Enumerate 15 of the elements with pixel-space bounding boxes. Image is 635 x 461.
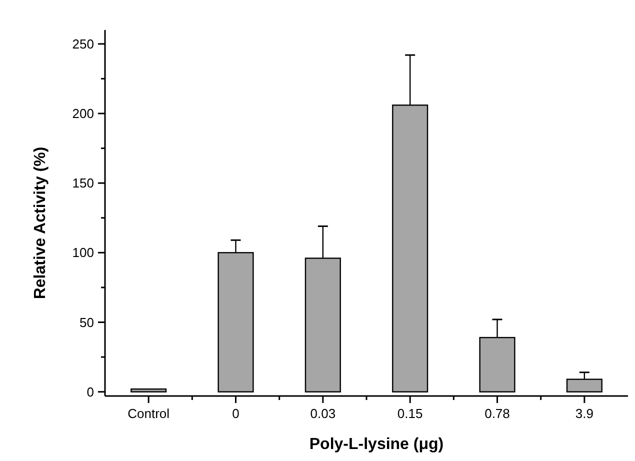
x-axis-title: Poly-L-lysine (μg): [309, 436, 444, 453]
x-tick-label: 3.9: [575, 406, 594, 421]
x-tick-label: 0: [232, 406, 240, 421]
y-tick-label: 100: [72, 245, 94, 260]
x-tick-label: 0.78: [484, 406, 510, 421]
y-tick-label: 0: [86, 384, 94, 400]
y-tick-label: 150: [72, 176, 94, 191]
x-tick-label: Control: [128, 406, 170, 421]
y-tick-label: 50: [80, 314, 94, 330]
x-tick-label: 0.15: [397, 406, 423, 421]
y-tick-label: 250: [72, 36, 94, 52]
y-tick-label: 200: [72, 106, 94, 122]
y-axis-title: Relative Activity (%): [32, 146, 49, 300]
bar: [130, 388, 167, 392]
x-tick-label: 0.03: [310, 406, 336, 421]
